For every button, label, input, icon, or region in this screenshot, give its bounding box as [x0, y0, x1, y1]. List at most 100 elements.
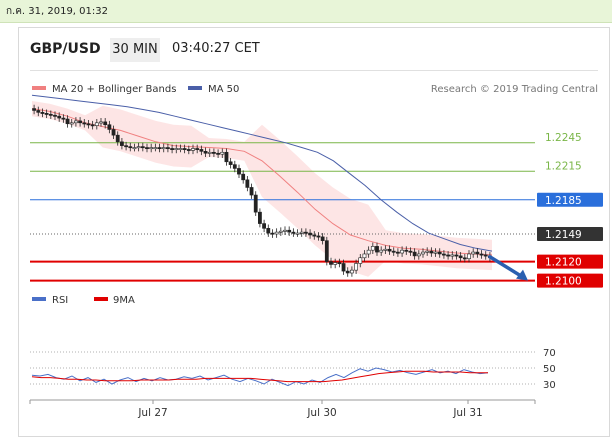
candle-body [429, 250, 434, 254]
candle-body [442, 253, 446, 256]
level-label-1.2245: 1.2245 [545, 132, 582, 144]
rsi-tick-50: 50 [543, 364, 556, 375]
candle-body [262, 223, 266, 229]
candle-body [270, 232, 275, 235]
candle-body [103, 121, 108, 126]
candle-body [333, 262, 338, 265]
candle-body [266, 228, 271, 234]
candle-body [253, 194, 258, 213]
credit-label: Research © 2019 Trading Central [431, 84, 598, 95]
currency-pair: GBP/USD [30, 41, 101, 57]
candle-body [237, 168, 241, 175]
candle-body [329, 261, 333, 265]
candle-body [471, 251, 476, 255]
rsi-tick-70: 70 [543, 348, 556, 359]
candle-body [304, 231, 308, 234]
candle-body [283, 229, 287, 232]
ma20-legend-swatch [32, 86, 46, 90]
candle-body [287, 229, 292, 233]
candle-body [375, 246, 379, 253]
candle-body [132, 147, 137, 150]
candle-body [107, 124, 112, 130]
clock-label: 03:40:27 CET [172, 41, 260, 56]
candle-body [274, 231, 279, 235]
candle-body [149, 147, 154, 150]
candle-body [316, 235, 321, 238]
candle-body [245, 179, 250, 188]
candle-body [299, 231, 304, 234]
ma50-legend-label: MA 50 [208, 84, 239, 95]
candle-body [99, 121, 103, 124]
candle-body [166, 147, 170, 150]
candle-body [366, 249, 371, 255]
candle-body [354, 263, 358, 271]
level-label-1.2215: 1.2215 [545, 160, 582, 172]
candle-body [90, 124, 95, 127]
candle-body [220, 151, 225, 155]
candle-body [212, 151, 216, 154]
candle-body [362, 253, 367, 259]
candle-body [350, 269, 354, 274]
level-label-1.2149: 1.2149 [545, 229, 582, 241]
candle-body [153, 147, 158, 150]
candle-body [124, 145, 128, 148]
level-tag-1.2149 [537, 227, 603, 242]
rsi-tick-30: 30 [543, 380, 556, 391]
candle-body [278, 230, 283, 233]
candle-body [408, 250, 413, 253]
candle-body [182, 148, 187, 150]
candle-body [379, 249, 384, 253]
candle-body [170, 148, 174, 150]
candle-body [120, 141, 124, 146]
candle-body [48, 113, 53, 116]
candle-body [178, 148, 183, 150]
candle-body [44, 113, 49, 115]
candle-body [454, 254, 459, 257]
level-label-1.2120: 1.2120 [545, 257, 582, 269]
level-tag-1.2120 [537, 254, 603, 269]
candle-body [241, 173, 246, 181]
candle-body [391, 250, 396, 253]
candle-body [358, 257, 363, 264]
forecast-arrow-head [516, 269, 528, 281]
candle-body [412, 251, 417, 257]
candle-body [400, 249, 404, 254]
candle-body [312, 234, 317, 237]
x-tick-label: Jul 31 [452, 407, 482, 419]
datetime-label: ก.ค. 31, 2019, 01:32 [6, 6, 108, 17]
timeframe-button[interactable]: 30 MIN [110, 38, 160, 62]
candle-body [36, 110, 41, 113]
candle-body [425, 250, 430, 253]
candle-body [224, 151, 229, 163]
x-tick-label: Jul 27 [137, 407, 167, 419]
candle-body [65, 118, 70, 125]
level-tag-1.2100 [537, 273, 603, 288]
candle-body [291, 231, 296, 234]
candle-body [82, 122, 87, 125]
candle-body [462, 257, 467, 260]
candle-body [157, 147, 162, 150]
candle-body [69, 122, 74, 125]
candle-body [78, 120, 82, 124]
candle-body [345, 270, 350, 274]
candle-body [199, 149, 204, 152]
candle-body [111, 129, 116, 136]
candle-body [258, 211, 262, 224]
candle-body [396, 251, 400, 254]
candle-body [404, 249, 409, 252]
candle-body [437, 251, 442, 255]
candle-body [161, 147, 166, 150]
candle-body [383, 248, 388, 251]
x-tick-label: Jul 30 [306, 407, 336, 419]
rsi-legend-swatch [32, 297, 46, 301]
candle-body [232, 164, 237, 169]
chart-frame [18, 27, 610, 437]
candle-body [337, 262, 342, 265]
ma50-line [31, 94, 493, 252]
candle-body [186, 149, 191, 151]
candle-body [191, 148, 195, 151]
candle-body [216, 152, 220, 155]
candle-body [370, 246, 375, 251]
candle-body [421, 251, 425, 255]
